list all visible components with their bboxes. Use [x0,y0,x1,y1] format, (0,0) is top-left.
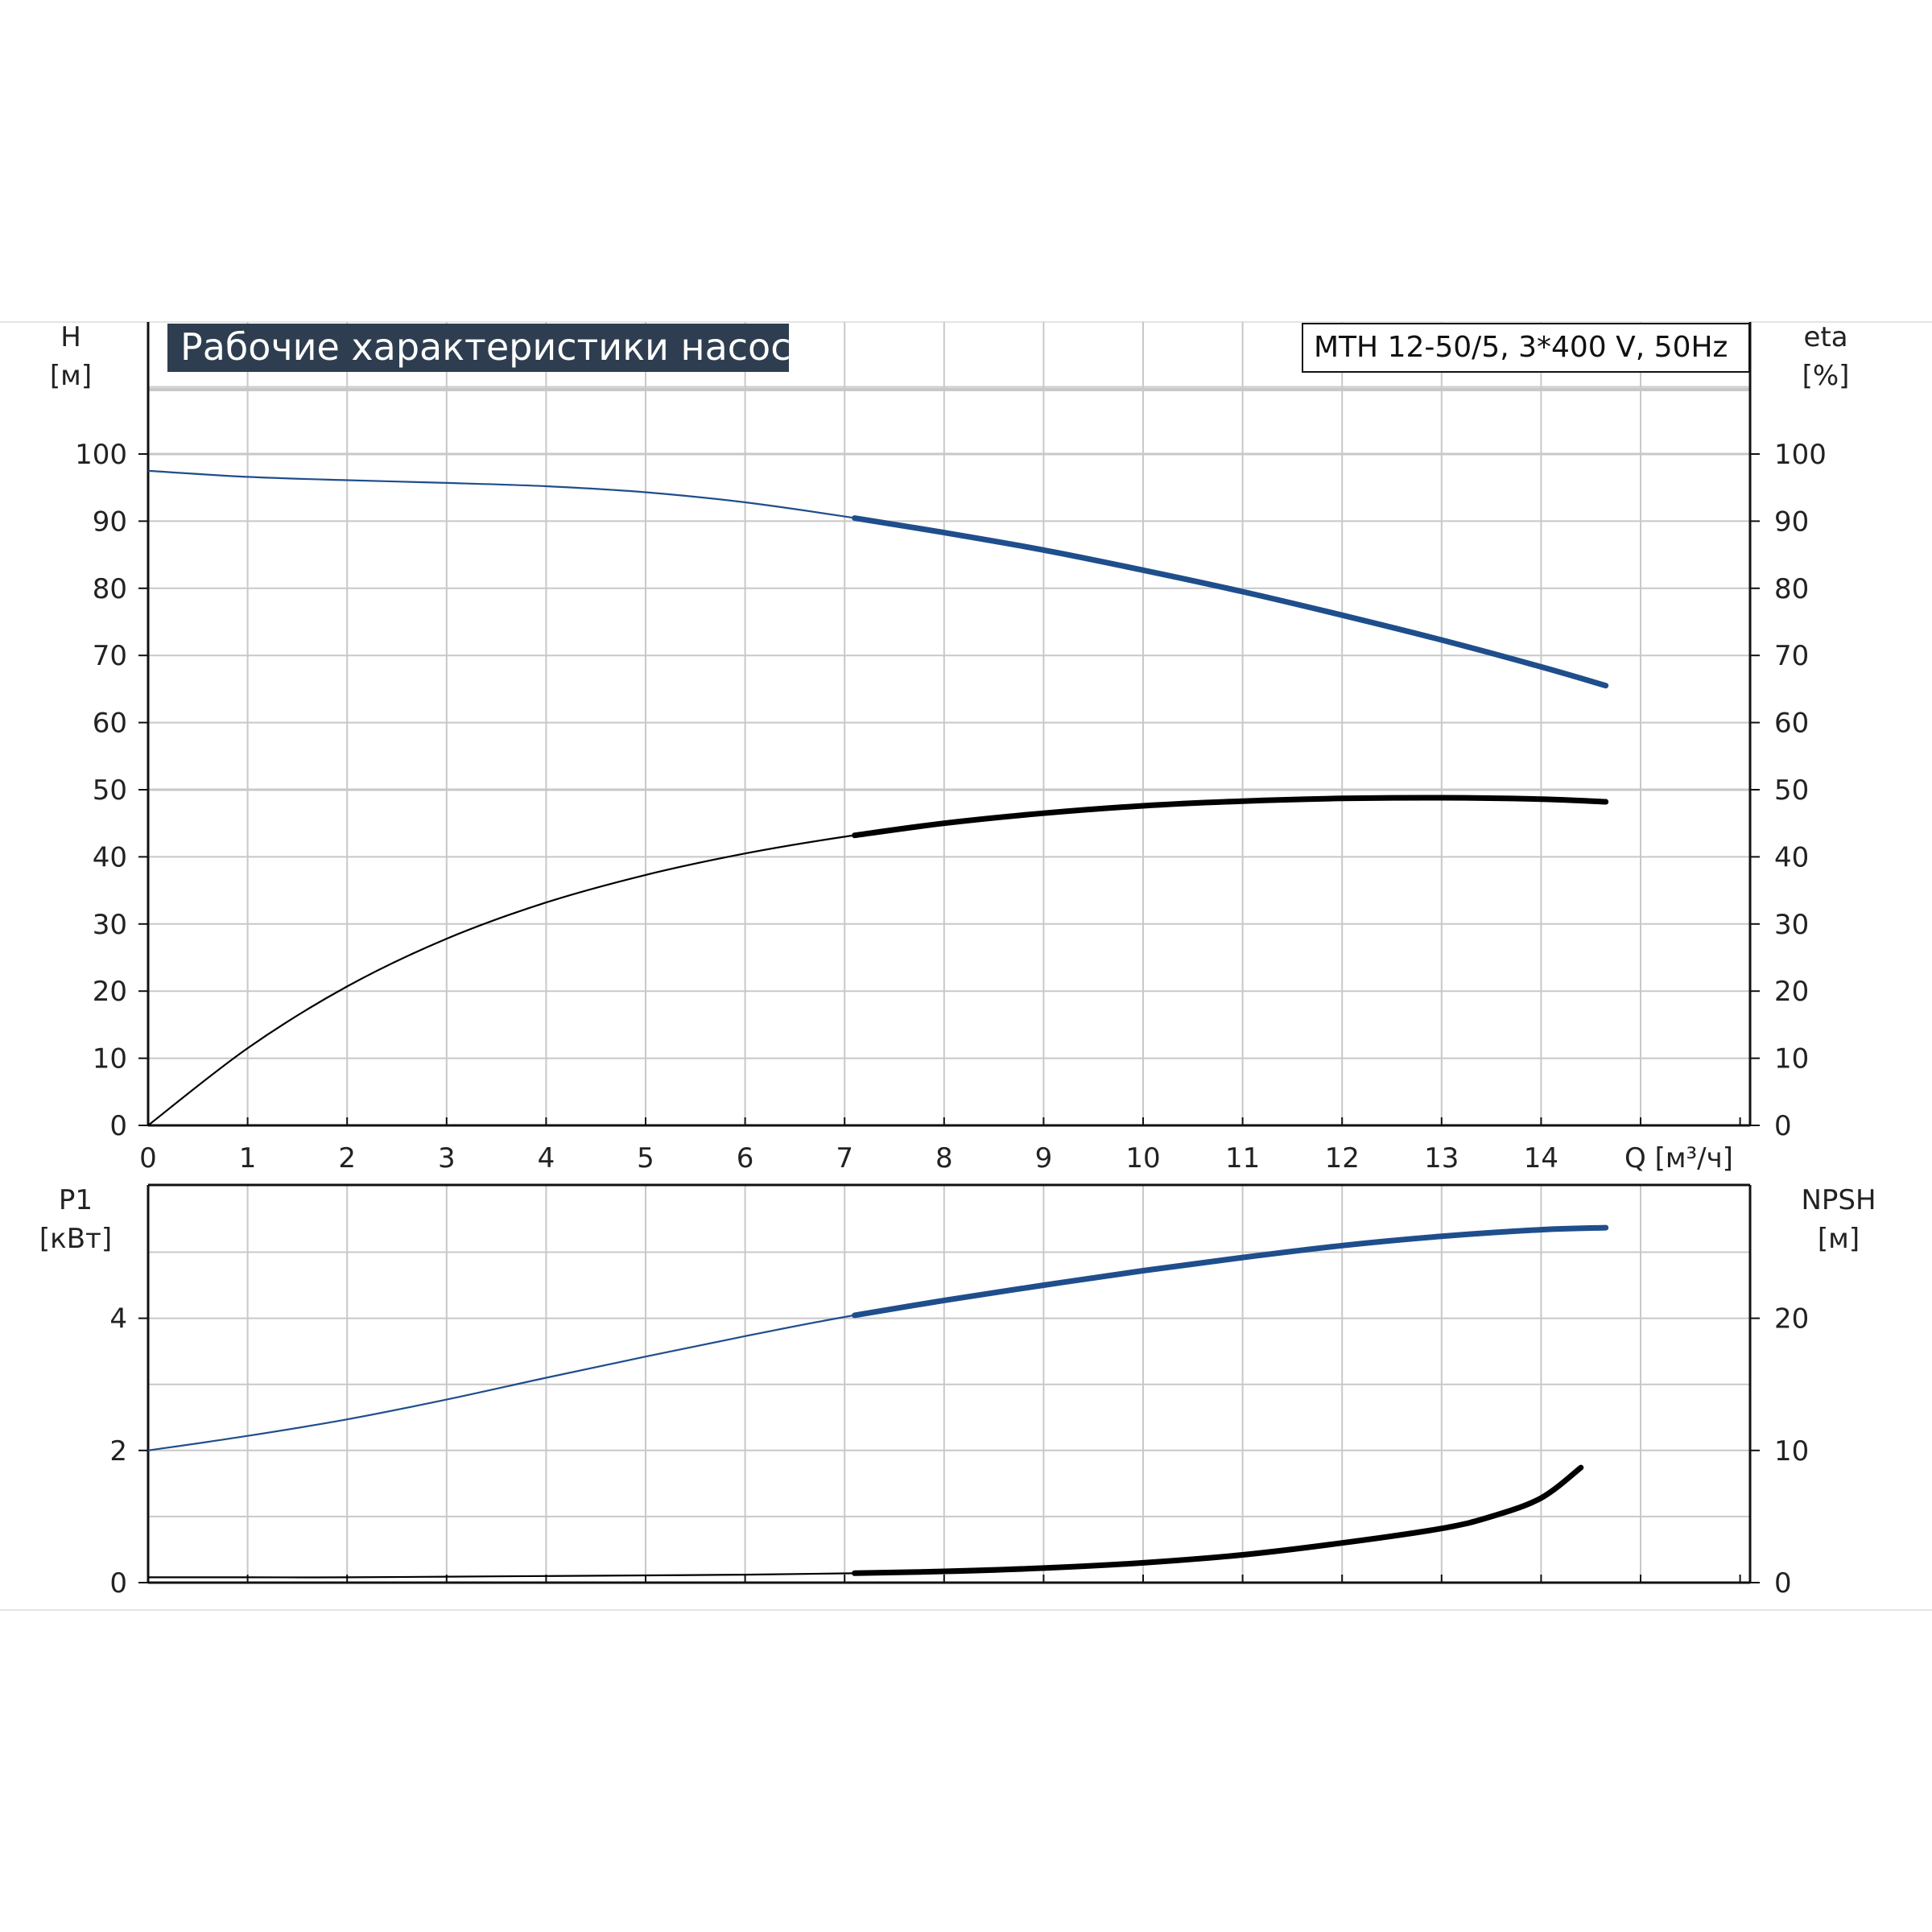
model-box [1302,323,1750,373]
x-tick-label: 2 [338,1142,356,1174]
h-axis-unit: [м] [50,360,92,392]
tick-labels: 0102030405060708090100010203040506070809… [75,439,1827,1600]
y-left-tick-label: 100 [75,439,127,471]
eta-axis-title: eta [1803,321,1847,353]
model-label: MTH 12-50/5, 3*400 V, 50Hz [1314,331,1728,364]
x-tick-label: 7 [836,1142,853,1174]
x-tick-label: 6 [737,1142,754,1174]
y-right-tick-label: 10 [1774,1043,1809,1075]
y-left-tick-label: 90 [93,506,127,538]
y-right-tick-label: 0 [1774,1567,1792,1600]
eta-axis-unit: [%] [1802,360,1850,392]
y-right-tick-label: 60 [1774,708,1809,740]
curves [147,469,1609,1579]
x-tick-label: 14 [1524,1142,1558,1174]
x-tick-label: 3 [438,1142,456,1174]
y-left-tick-label: 0 [109,1567,127,1600]
curve-series-1-1-operating-range [852,1464,1584,1576]
y-right-tick-label: 30 [1774,909,1809,941]
chart-title: Рабочие характеристики насоса [180,325,814,369]
y-right-tick-label: 100 [1774,439,1827,471]
curve-series-1-0-operating-range [852,1224,1609,1319]
x-tick-label: 4 [538,1142,555,1174]
p1-axis-unit: [кВт] [39,1223,112,1255]
npsh-axis-unit: [м] [1818,1223,1860,1255]
y-left-tick-label: 30 [93,909,127,941]
curve-series-0-0-operating-range [852,515,1609,689]
y-right-tick-label: 10 [1774,1435,1809,1468]
y-right-tick-label: 90 [1774,506,1809,538]
y-left-tick-label: 2 [109,1435,127,1468]
x-tick-label: 12 [1325,1142,1360,1174]
y-right-tick-label: 40 [1774,841,1809,873]
h-axis-title: H [60,321,81,353]
y-right-tick-label: 0 [1774,1110,1792,1142]
axes [138,322,1760,1584]
y-right-tick-label: 50 [1774,774,1809,807]
x-tick-label: 9 [1035,1142,1053,1174]
y-right-tick-label: 80 [1774,573,1809,605]
curve-series-0-1-operating-range [852,795,1609,839]
y-left-tick-label: 60 [93,708,127,740]
y-left-tick-label: 20 [93,976,127,1008]
y-left-tick-label: 0 [109,1110,127,1142]
x-tick-label: 10 [1125,1142,1160,1174]
y-left-tick-label: 50 [93,774,127,807]
npsh-axis-title: NPSH [1801,1184,1876,1216]
y-right-tick-label: 20 [1774,1303,1809,1335]
y-right-tick-label: 20 [1774,976,1809,1008]
y-left-tick-label: 4 [109,1303,127,1335]
title-box [167,324,789,372]
y-left-tick-label: 80 [93,573,127,605]
x-tick-label: 8 [935,1142,953,1174]
x-tick-label: 0 [139,1142,157,1174]
x-tick-label: 5 [637,1142,654,1174]
x-tick-label: 11 [1225,1142,1260,1174]
x-tick-label: 13 [1424,1142,1459,1174]
x-tick-label: 1 [239,1142,257,1174]
y-right-tick-label: 70 [1774,640,1809,672]
y-left-tick-label: 70 [93,640,127,672]
y-left-tick-label: 40 [93,841,127,873]
q-axis-title: Q [м³/ч] [1624,1142,1733,1174]
p1-axis-title: P1 [59,1184,93,1216]
y-left-tick-label: 10 [93,1043,127,1075]
